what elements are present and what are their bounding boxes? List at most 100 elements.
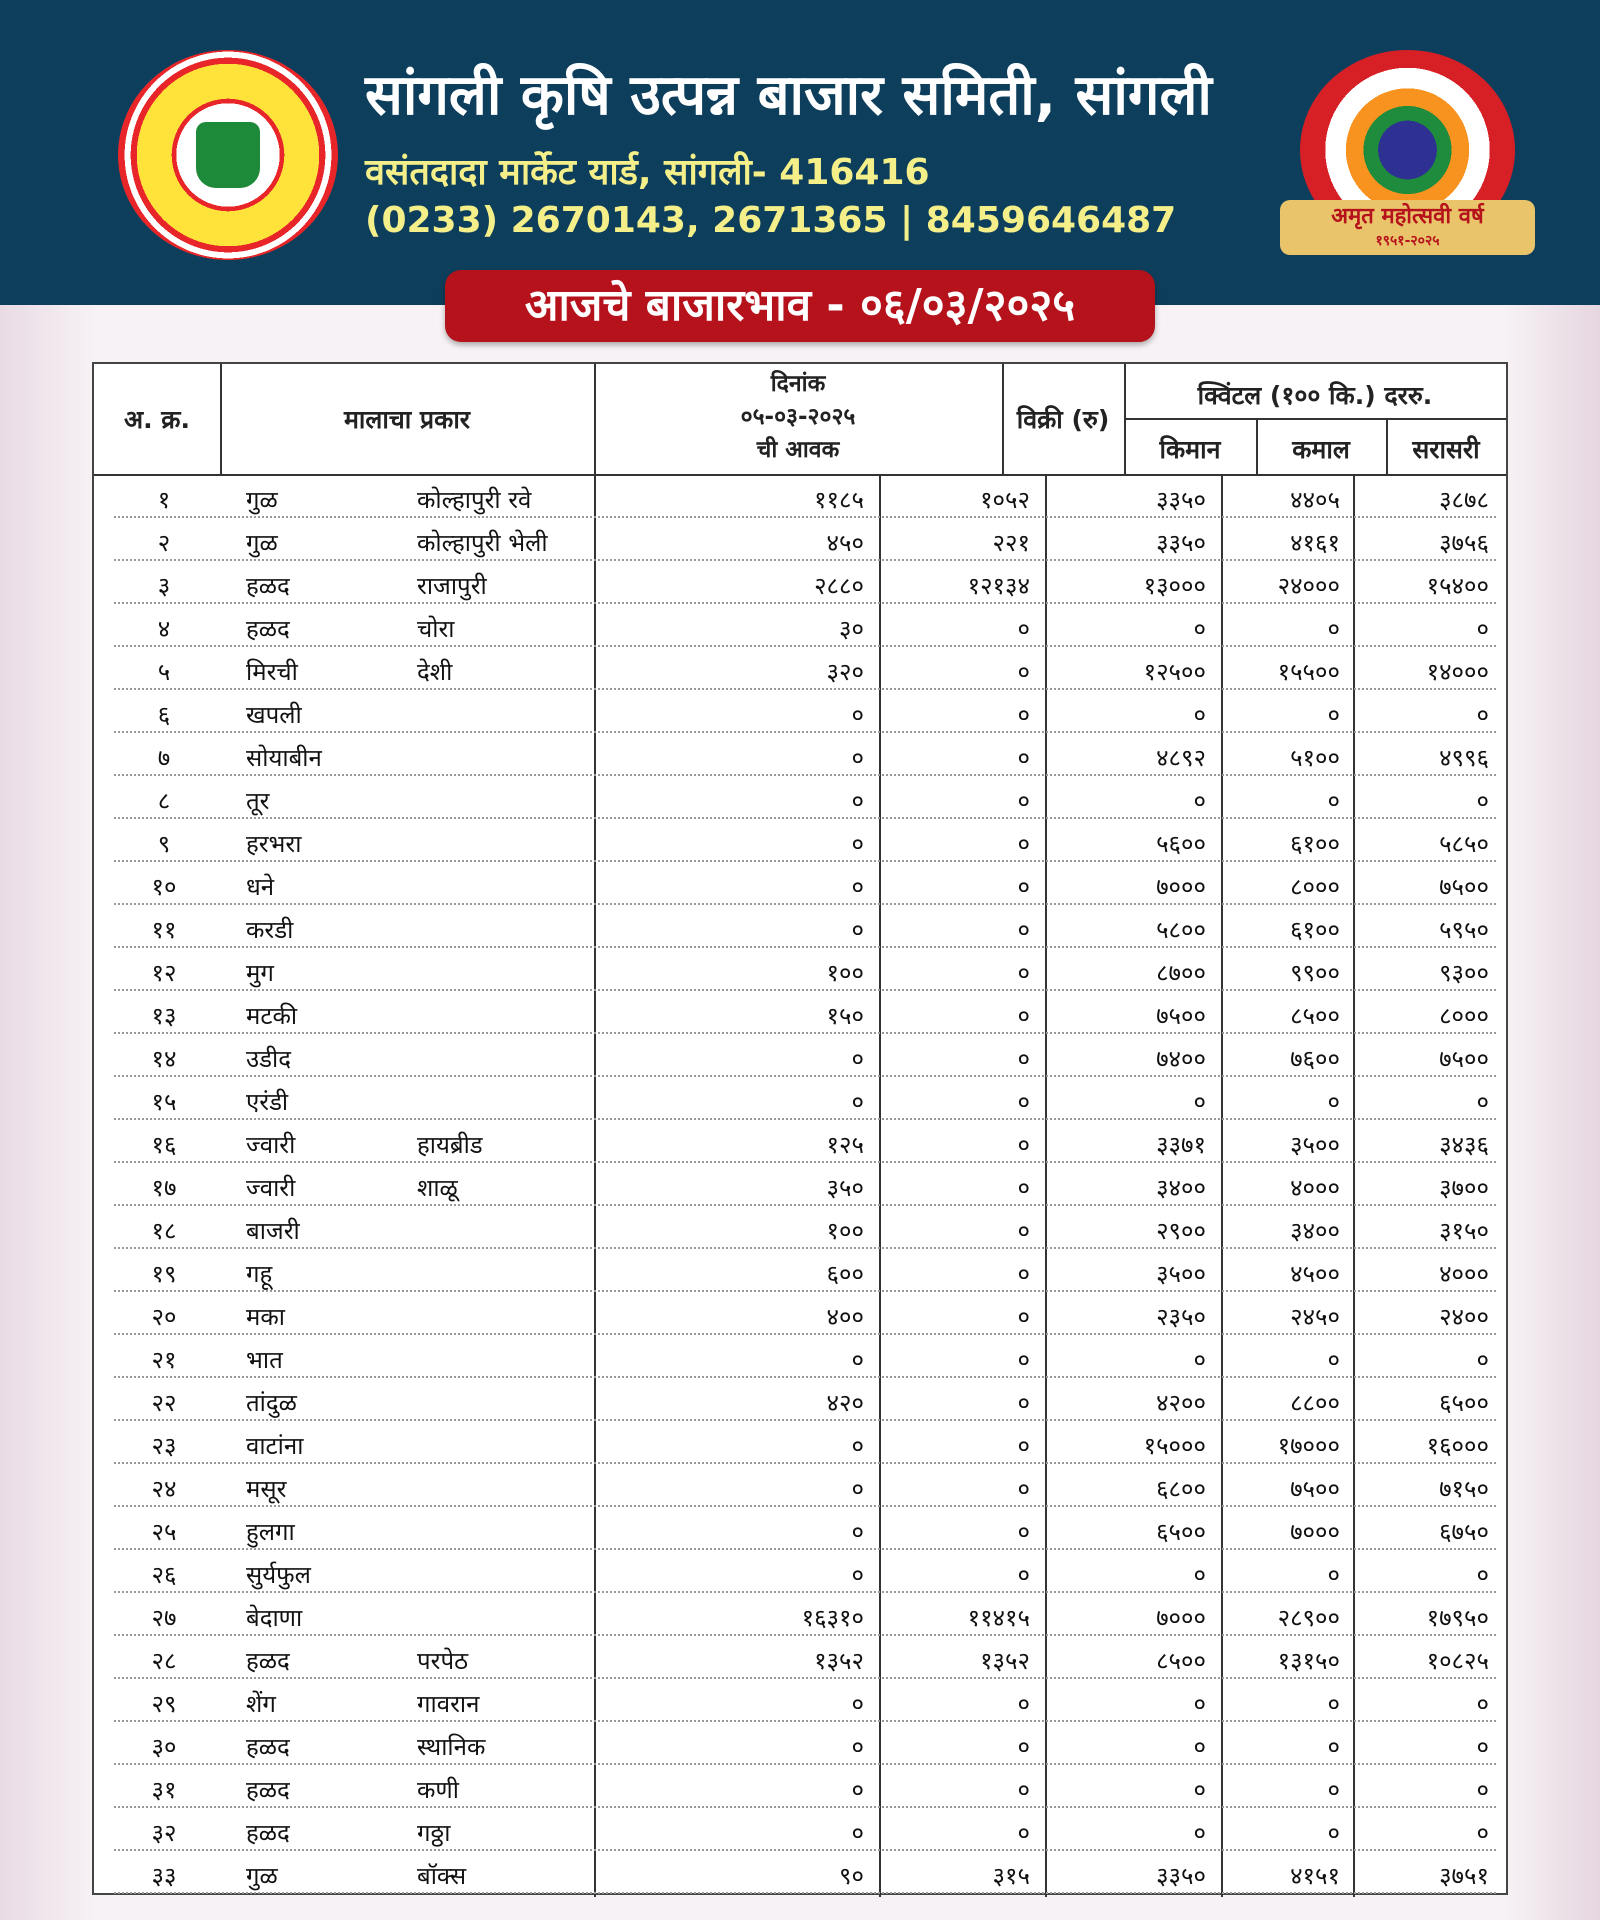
table-row: २४ मसूर ० ० ६८०० ७५०० ७१५०: [94, 1466, 1506, 1509]
cell-max: ४१५१: [1290, 1862, 1340, 1890]
row-dotted-line: [114, 1720, 1496, 1722]
cell-min: ७०००: [1156, 873, 1206, 901]
cell-min: ८५००: [1156, 1647, 1206, 1675]
cell-min: ०: [1193, 1346, 1206, 1374]
cell-sr: ९: [157, 830, 171, 858]
table-row: २२ तांदुळ ४२० ० ४२०० ८८०० ६५००: [94, 1380, 1506, 1423]
cell-max: ५१००: [1290, 744, 1340, 772]
cell-sales: ०: [1017, 916, 1030, 944]
cell-max: ६१००: [1290, 916, 1340, 944]
cell-avg: ४९९६: [1439, 744, 1489, 772]
table-row: २९ शेंग गावरान ० ० ० ० ०: [94, 1681, 1506, 1724]
cell-sales: ०: [1017, 658, 1030, 686]
cell-commodity: हळद: [246, 1733, 290, 1761]
cell-arrival: ४२०: [826, 1389, 864, 1417]
rates-table: अ. क्र. मालाचा प्रकार दिनांक ०५-०३-२०२५ …: [92, 362, 1508, 1897]
table-row: २० मका ४०० ० २३५० २४५० २४००: [94, 1294, 1506, 1337]
cell-sr: १०: [151, 873, 177, 901]
cell-variety: बॉक्स: [417, 1862, 467, 1890]
cell-avg: ९३००: [1439, 959, 1489, 987]
cell-avg: १०८२५: [1426, 1647, 1489, 1675]
cell-min: ७५००: [1156, 1002, 1206, 1030]
cell-avg: ३७५६: [1439, 529, 1489, 557]
table-row: २८ हळद परपेठ १३५२ १३५२ ८५०० १३१५० १०८२५: [94, 1638, 1506, 1681]
cell-commodity: मका: [246, 1303, 285, 1331]
cell-avg: ३७००: [1439, 1174, 1489, 1202]
cell-max: ४५००: [1290, 1260, 1340, 1288]
cell-arrival: ०: [851, 1561, 864, 1589]
cell-arrival: ३२०: [826, 658, 864, 686]
cell-min: ०: [1193, 701, 1206, 729]
header-min: किमान: [1159, 435, 1221, 464]
apmc-logo: [118, 50, 338, 260]
row-dotted-line: [114, 1247, 1496, 1249]
row-dotted-line: [114, 602, 1496, 604]
cell-avg: ५८५०: [1439, 830, 1489, 858]
cell-min: ३५००: [1156, 1260, 1206, 1288]
cell-commodity: हळद: [246, 572, 290, 600]
cell-arrival: ०: [851, 830, 864, 858]
cell-commodity: बाजरी: [246, 1217, 300, 1245]
cell-sales: ०: [1017, 1432, 1030, 1460]
cell-commodity: गुळ: [246, 529, 278, 557]
cell-max: ०: [1327, 1690, 1340, 1718]
cell-max: ०: [1327, 615, 1340, 643]
cell-avg: १५४००: [1426, 572, 1489, 600]
cell-commodity: शेंग: [246, 1690, 276, 1718]
cell-arrival: ०: [851, 787, 864, 815]
cell-variety: कणी: [417, 1776, 459, 1804]
cell-sr: ३१: [151, 1776, 177, 1804]
cell-sr: ६: [157, 701, 171, 729]
cell-min: ७०००: [1156, 1604, 1206, 1632]
row-dotted-line: [114, 1548, 1496, 1550]
cell-avg: ४०००: [1439, 1260, 1489, 1288]
cell-min: ६५००: [1156, 1518, 1206, 1546]
cell-variety: देशी: [417, 658, 453, 686]
table-row: २३ वाटांना ० ० १५००० १७००० १६०००: [94, 1423, 1506, 1466]
cell-max: ३४००: [1290, 1217, 1340, 1245]
table-row: १६ ज्वारी हायब्रीड १२५ ० ३३७१ ३५०० ३४३६: [94, 1122, 1506, 1165]
cell-sr: ५: [157, 658, 171, 686]
amrut-mahotsav-logo: अमृत महोत्सवी वर्ष १९५१-२०२५: [1280, 50, 1535, 255]
cell-sr: १८: [151, 1217, 177, 1245]
cell-commodity: मटकी: [246, 1002, 298, 1030]
divider: [1124, 418, 1506, 420]
address: वसंतदादा मार्केट यार्ड, सांगली- 416416: [365, 152, 930, 193]
cell-min: १३०००: [1143, 572, 1206, 600]
cell-min: ०: [1193, 1819, 1206, 1847]
cell-variety: गठ्ठा: [417, 1819, 451, 1847]
cell-sales: ०: [1017, 1518, 1030, 1546]
row-dotted-line: [114, 1806, 1496, 1808]
cell-arrival: ११८५: [814, 486, 864, 514]
cell-arrival: १००: [826, 959, 864, 987]
table-row: ८ तूर ० ० ० ० ०: [94, 778, 1506, 821]
row-dotted-line: [114, 1677, 1496, 1679]
row-dotted-line: [114, 1462, 1496, 1464]
cell-min: १२५००: [1143, 658, 1206, 686]
cell-avg: १६०००: [1426, 1432, 1489, 1460]
cell-max: ९९००: [1290, 959, 1340, 987]
cell-sr: १३: [151, 1002, 177, 1030]
phone-numbers: (0233) 2670143, 2671365 | 8459646487: [365, 200, 1177, 241]
header-avg: सरासरी: [1412, 435, 1480, 464]
cell-sr: २४: [151, 1475, 177, 1503]
cell-max: ४१६१: [1290, 529, 1340, 557]
cell-commodity: तूर: [246, 787, 270, 815]
cell-max: ०: [1327, 1346, 1340, 1374]
divider: [1045, 476, 1047, 1897]
cell-commodity: गुळ: [246, 486, 278, 514]
cell-max: ०: [1327, 701, 1340, 729]
cell-sr: ३: [157, 572, 171, 600]
cell-arrival: ९०: [839, 1862, 864, 1890]
cell-min: १५०००: [1143, 1432, 1206, 1460]
header-arrival-line3: ची आवक: [756, 437, 840, 463]
table-row: ६ खपली ० ० ० ० ०: [94, 692, 1506, 735]
cell-sr: १७: [151, 1174, 177, 1202]
cell-max: ०: [1327, 1733, 1340, 1761]
cell-arrival: ०: [851, 916, 864, 944]
cell-commodity: हळद: [246, 615, 290, 643]
cell-sr: २०: [151, 1303, 177, 1331]
cell-min: ०: [1193, 1776, 1206, 1804]
cell-sr: ११: [151, 916, 177, 944]
cell-max: ०: [1327, 1776, 1340, 1804]
